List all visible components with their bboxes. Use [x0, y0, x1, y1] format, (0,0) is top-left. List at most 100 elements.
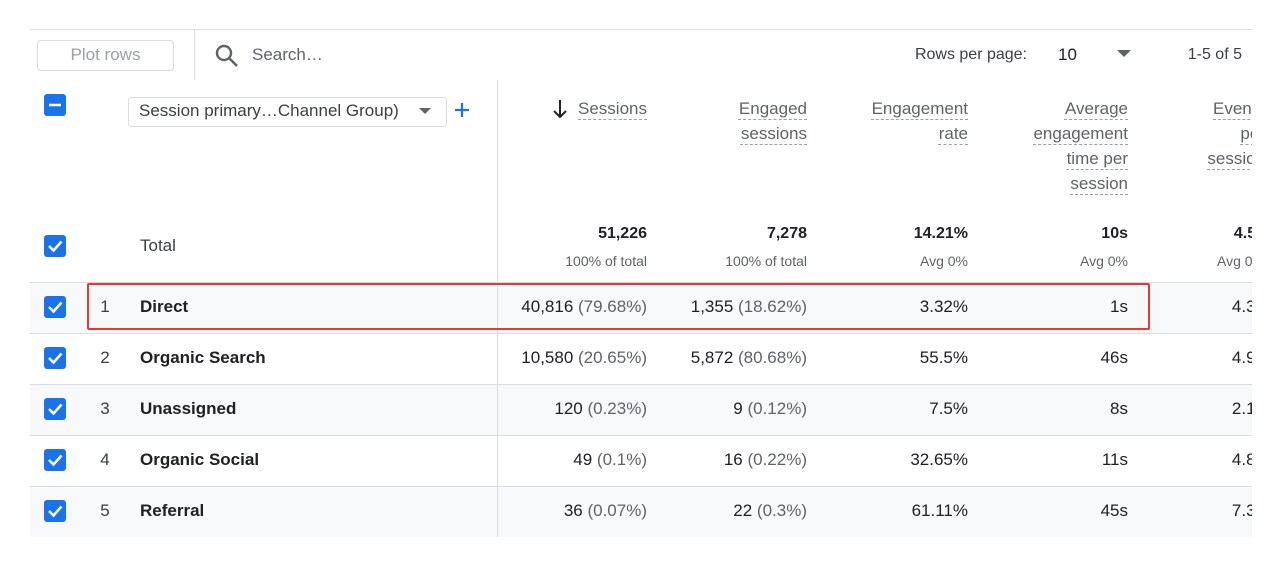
metric-cell: 16 (0.22%) — [724, 448, 807, 472]
search-input[interactable]: Search… — [252, 45, 323, 64]
metric-value: 120 — [554, 399, 583, 418]
metric-cell: 10,580 (20.65%) — [521, 346, 647, 370]
select-all-checkbox[interactable] — [44, 94, 66, 116]
row-name: Referral — [140, 501, 205, 520]
metric-value: 9 — [733, 399, 743, 418]
metric-value: 22 — [733, 501, 753, 520]
metric-value: 49 — [573, 450, 593, 469]
column-header[interactable]: Engagement rate — [858, 96, 968, 146]
row-divider — [30, 486, 1252, 487]
total-note: Avg 0% — [1080, 253, 1128, 269]
row-checkbox[interactable] — [44, 449, 66, 471]
total-note: Avg 0% — [1217, 253, 1252, 269]
total-checkbox[interactable] — [44, 235, 66, 257]
column-header[interactable]: Sessions — [517, 96, 647, 121]
metric-share: (20.65%) — [578, 348, 647, 367]
metric-cell: 3.32% — [919, 297, 968, 316]
plot-rows-label: Plot rows — [70, 45, 141, 64]
row-rank: 1 — [100, 297, 110, 316]
total-value: 10s — [1101, 225, 1128, 242]
metric-cell: 22 (0.3%) — [733, 499, 807, 523]
row-checkbox[interactable] — [44, 296, 66, 318]
dimension-label: Session primary…Channel Group) — [139, 101, 399, 120]
metric-cell: 5,872 (80.68%) — [691, 346, 807, 370]
row-divider — [30, 435, 1252, 436]
metric-share: (18.62%) — [738, 297, 807, 316]
plot-rows-button[interactable] — [37, 40, 174, 71]
metric-cell: 55.5% — [919, 348, 968, 367]
metric-cell: 8s — [1110, 399, 1128, 418]
metric-value: 5,872 — [690, 348, 734, 367]
rows-per-page-value[interactable]: 10 — [1058, 45, 1077, 64]
total-label: Total — [140, 236, 176, 255]
row-background — [30, 487, 1252, 537]
search-icon[interactable] — [214, 43, 240, 69]
row-rank: 5 — [100, 501, 110, 520]
metric-cell: 4.35 — [1231, 297, 1252, 316]
metric-cell: 40,816 (79.68%) — [521, 295, 647, 319]
metric-share: (0.3%) — [756, 501, 807, 520]
row-name: Unassigned — [140, 399, 237, 418]
row-checkbox[interactable] — [44, 347, 66, 369]
metric-cell: 36 (0.07%) — [564, 499, 647, 523]
total-value: 7,278 — [766, 225, 807, 242]
pagination: 1-5 of 5 — [1187, 46, 1242, 63]
metric-cell: 4.97 — [1231, 348, 1252, 367]
row-checkbox[interactable] — [44, 398, 66, 420]
add-dimension-button[interactable] — [454, 102, 470, 118]
total-value: 51,226 — [598, 225, 647, 242]
metric-value: 10,580 — [521, 348, 574, 367]
metric-share: (79.68%) — [578, 297, 647, 316]
toolbar-divider — [194, 30, 195, 80]
row-name: Direct — [140, 297, 189, 316]
column-header[interactable]: Average engagement time per session — [1013, 96, 1128, 196]
row-rank: 4 — [100, 450, 110, 469]
row-checkbox[interactable] — [44, 500, 66, 522]
row-divider — [30, 333, 1252, 334]
column-header[interactable]: Engaged sessions — [697, 96, 807, 146]
metric-cell: 7.5% — [929, 399, 968, 418]
total-value: 14.21% — [913, 225, 968, 242]
row-rank: 3 — [100, 399, 110, 418]
metric-cell: 61.11% — [911, 501, 968, 520]
metric-value: 40,816 — [521, 297, 574, 316]
metric-cell: 120 (0.23%) — [554, 397, 647, 421]
row-divider — [30, 282, 1252, 283]
metric-value: 16 — [723, 450, 743, 469]
row-rank: 2 — [100, 348, 110, 367]
row-name: Organic Social — [140, 450, 260, 469]
row-background — [30, 385, 1252, 435]
total-note: 100% of total — [725, 253, 807, 269]
metric-cell: 4.84 — [1231, 450, 1252, 469]
metric-cell: 46s — [1100, 348, 1128, 367]
column-divider — [497, 80, 498, 537]
highlight-box — [87, 283, 1150, 330]
dropdown-arrow[interactable] — [419, 108, 431, 115]
metric-cell: 32.65% — [910, 450, 968, 469]
column-header-text: Sessions — [578, 99, 647, 118]
metric-share: (0.07%) — [587, 501, 647, 520]
row-name: Organic Search — [140, 348, 266, 367]
dropdown-arrow[interactable] — [1117, 50, 1131, 58]
row-divider — [30, 384, 1252, 385]
metric-share: (0.23%) — [587, 399, 647, 418]
total-value: 4.51 — [1233, 225, 1252, 242]
metric-cell: 1,355 (18.62%) — [691, 295, 807, 319]
column-header[interactable]: Events per session — [1195, 96, 1252, 171]
column-header-text: Engagement rate — [871, 99, 968, 143]
dimension-selector[interactable] — [128, 97, 447, 127]
column-header-text: Engaged sessions — [738, 99, 807, 143]
metric-value: 1,355 — [690, 297, 734, 316]
metric-share: (80.68%) — [738, 348, 807, 367]
metric-cell: 1s — [1110, 297, 1128, 316]
rows-per-page-label: Rows per page: — [914, 46, 1027, 63]
column-header-text: Average engagement time per session — [1033, 99, 1128, 193]
total-note: Avg 0% — [920, 253, 968, 269]
top-border — [30, 29, 1252, 30]
metric-cell: 9 (0.12%) — [733, 397, 807, 421]
metric-cell: 11s — [1101, 450, 1128, 469]
metric-cell: 2.16 — [1231, 399, 1252, 418]
metric-share: (0.1%) — [596, 450, 647, 469]
metric-cell: 7.39 — [1231, 501, 1252, 520]
